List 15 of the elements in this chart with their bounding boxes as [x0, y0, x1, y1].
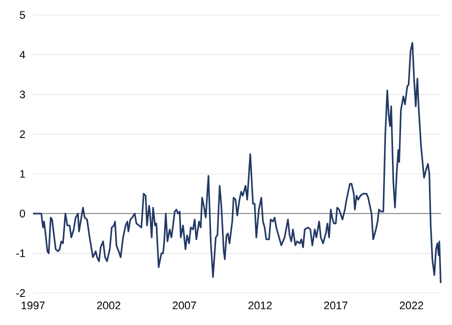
y-tick-label: 0 — [20, 210, 26, 218]
y-tick-label: -1 — [16, 250, 25, 258]
x-tick-label: 2012 — [248, 302, 272, 310]
y-tick-label: 3 — [20, 90, 25, 98]
x-tick-label: 2007 — [172, 302, 196, 310]
y-tick-label: -2 — [16, 289, 25, 297]
y-tick-label: 5 — [20, 11, 26, 19]
y-tick-label: 2 — [20, 130, 25, 138]
x-tick-label: 2017 — [324, 302, 348, 310]
y-tick-label: 4 — [20, 50, 26, 58]
line-series — [32, 42, 442, 284]
x-tick-label: 2022 — [400, 302, 424, 310]
y-tick-label: 1 — [20, 170, 25, 178]
x-tick-label: 1997 — [22, 302, 45, 310]
x-tick-label: 2002 — [97, 302, 120, 310]
